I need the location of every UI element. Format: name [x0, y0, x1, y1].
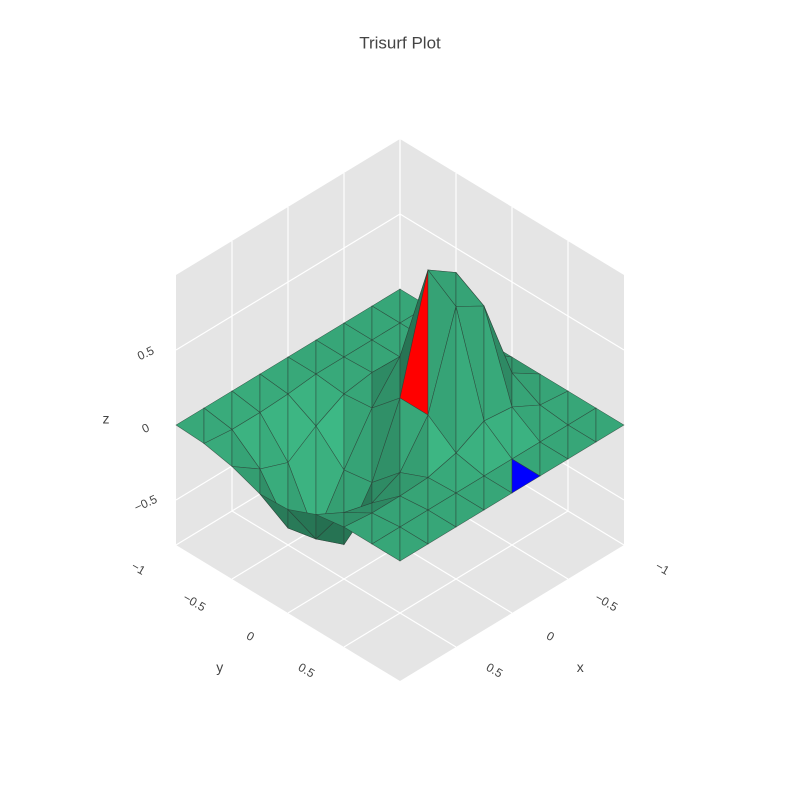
z-tick-label: 0.5	[135, 343, 156, 363]
x-tick-label: 0	[544, 629, 557, 645]
surface-face	[399, 526, 429, 562]
surface-face	[511, 458, 541, 494]
x-tick-label: −0.5	[593, 590, 621, 614]
y-tick-label: 0.5	[296, 660, 318, 681]
z-tick-label: 0	[140, 420, 152, 436]
y-tick-label: −0.5	[181, 590, 209, 614]
surface-face	[539, 441, 569, 477]
chart-title: Trisurf Plot	[359, 33, 441, 52]
grid-line	[175, 213, 401, 351]
surface-face	[483, 475, 513, 511]
grid-line	[343, 510, 569, 648]
x-tick-label: −1	[653, 559, 672, 578]
surface-face	[567, 424, 597, 460]
y-axis-title: y	[216, 659, 223, 675]
x-tick-label: 0.5	[484, 660, 506, 681]
grid-line	[399, 213, 625, 351]
z-tick-label: −0.5	[132, 492, 160, 515]
surface-face	[427, 509, 457, 545]
z-axis-title: z	[103, 411, 110, 427]
surface-face	[455, 492, 485, 528]
x-axis-title: x	[577, 659, 584, 675]
y-tick-label: 0	[244, 629, 257, 645]
y-tick-label: −1	[129, 559, 148, 578]
surface-face	[595, 407, 625, 443]
